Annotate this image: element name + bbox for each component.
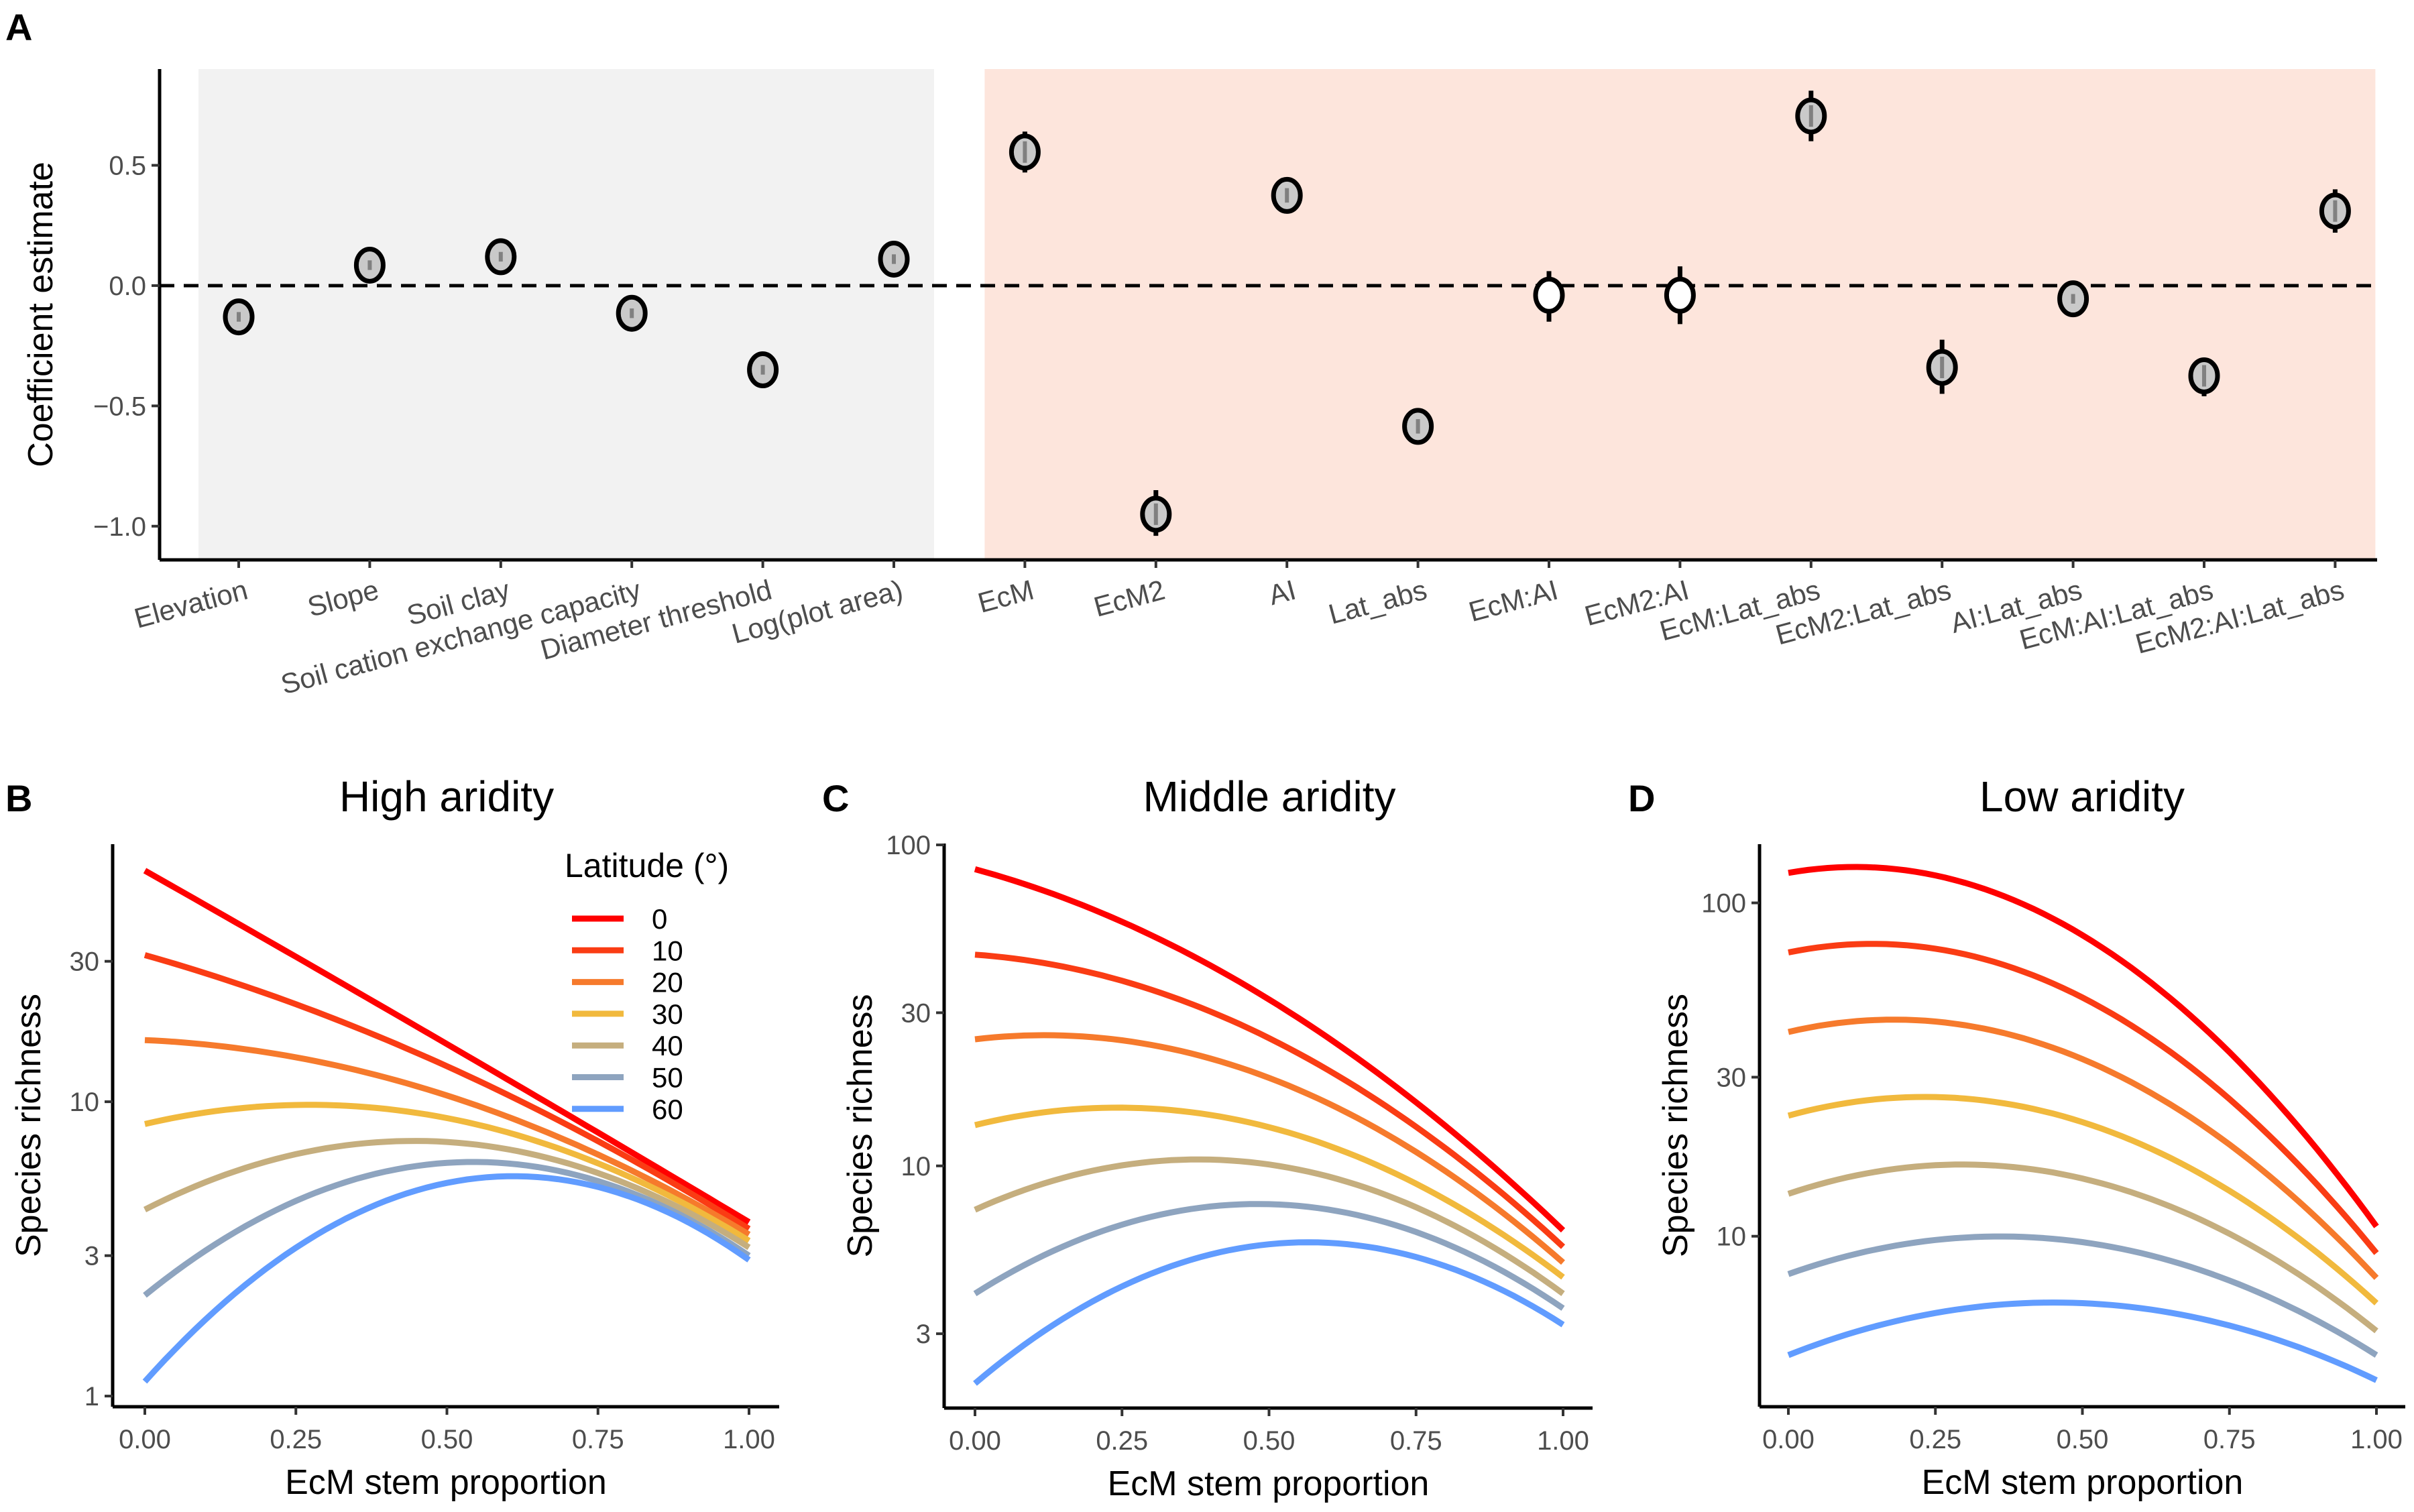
x-tick-label: 0.75 bbox=[1390, 1426, 1442, 1456]
panel-title: Middle aridity bbox=[1143, 772, 1395, 821]
y-axis-title: Coefficient estimate bbox=[21, 162, 60, 467]
point-ecm-ai bbox=[1533, 276, 1565, 314]
panel-d-low-aridity: Low aridity 10 30 100 0.00 0.25 0.50 0.75 1.00 Ec… bbox=[1656, 772, 2405, 1502]
y-tick-label: 3 bbox=[916, 1320, 931, 1349]
x-tick-label: 1.00 bbox=[1537, 1426, 1589, 1456]
y-tick-label: −1.0 bbox=[93, 512, 146, 542]
y-axis-title: Species richness bbox=[1656, 994, 1695, 1257]
x-tick-label-lat-abs: Lat_abs bbox=[1325, 574, 1430, 630]
panel-letter-b: B bbox=[5, 777, 32, 819]
curve-latitude-10 bbox=[1788, 941, 2379, 1255]
curve-latitude-60 bbox=[142, 1173, 751, 1384]
y-tick-label: 30 bbox=[70, 947, 100, 977]
x-tick-label: 1.00 bbox=[723, 1425, 775, 1454]
curve-latitude-40 bbox=[143, 1138, 751, 1251]
curve-latitude-50 bbox=[1787, 1233, 2378, 1358]
y-tick-label: −0.5 bbox=[93, 392, 146, 421]
group-background-1 bbox=[198, 69, 934, 560]
x-tick-label: 1.00 bbox=[2350, 1425, 2403, 1454]
y-tick-label: 10 bbox=[70, 1088, 100, 1117]
legend-label-40: 40 bbox=[652, 1030, 683, 1061]
x-axis-title: EcM stem proportion bbox=[1922, 1463, 2244, 1502]
curve-latitude-60 bbox=[973, 1239, 1565, 1386]
x-tick-label: 0.75 bbox=[2203, 1425, 2256, 1454]
panel-letter-d: D bbox=[1628, 777, 1655, 819]
legend-label-0: 0 bbox=[652, 903, 667, 935]
curve-latitude-30 bbox=[144, 1102, 751, 1244]
y-axis-title: Species richness bbox=[841, 994, 880, 1257]
curve-latitude-20 bbox=[974, 1032, 1565, 1265]
curve-latitude-30 bbox=[1787, 1094, 2379, 1305]
y-tick-label: 10 bbox=[1717, 1222, 1747, 1252]
y-tick-label: 30 bbox=[1717, 1063, 1747, 1093]
curve-latitude-0 bbox=[974, 866, 1566, 1233]
curve-latitude-30 bbox=[974, 1104, 1565, 1280]
y-tick-label: 10 bbox=[901, 1152, 931, 1181]
curve-latitude-60 bbox=[1787, 1299, 2378, 1383]
x-tick-label-ai: AI bbox=[1265, 574, 1299, 612]
x-tick-label-ecm2: EcM2 bbox=[1090, 574, 1168, 623]
x-tick-label: 0.00 bbox=[119, 1425, 171, 1454]
legend-label-30: 30 bbox=[652, 998, 683, 1030]
x-tick-label-ecm-ai: EcM:AI bbox=[1465, 574, 1561, 628]
x-tick-label-ecm: EcM bbox=[974, 574, 1037, 619]
legend-title: Latitude (°) bbox=[565, 847, 729, 884]
curve-latitude-20 bbox=[1788, 1016, 2379, 1280]
y-axis-title: Species richness bbox=[9, 994, 48, 1257]
y-tick-label: 30 bbox=[901, 998, 931, 1028]
x-tick-label: 0.75 bbox=[572, 1425, 624, 1454]
x-tick-label: 0.00 bbox=[949, 1426, 1001, 1456]
x-tick-label: 0.25 bbox=[1096, 1426, 1148, 1456]
y-tick-label: 100 bbox=[886, 831, 931, 860]
panel-title: Low aridity bbox=[1979, 772, 2185, 821]
y-tick-label: 3 bbox=[84, 1242, 99, 1271]
curve-latitude-20 bbox=[144, 1037, 751, 1237]
x-tick-label: 0.50 bbox=[2057, 1425, 2109, 1454]
legend-label-20: 20 bbox=[652, 967, 683, 998]
x-tick-label-elevation: Elevation bbox=[131, 574, 251, 634]
point-ecm2-ai bbox=[1664, 276, 1696, 314]
x-axis-title: EcM stem proportion bbox=[285, 1463, 607, 1502]
panel-title: High aridity bbox=[339, 772, 554, 821]
y-tick-label: 100 bbox=[1701, 889, 1746, 919]
curve-latitude-40 bbox=[974, 1156, 1565, 1296]
legend-label-10: 10 bbox=[652, 935, 683, 966]
curve-latitude-50 bbox=[973, 1201, 1565, 1311]
x-tick-label: 0.50 bbox=[421, 1425, 473, 1454]
curve-latitude-40 bbox=[1787, 1161, 2378, 1334]
curve-latitude-10 bbox=[974, 951, 1566, 1249]
y-tick-label: 1 bbox=[84, 1382, 99, 1411]
x-tick-label: 0.00 bbox=[1762, 1425, 1815, 1454]
y-tick-label: 0.0 bbox=[109, 272, 146, 301]
curve-latitude-10 bbox=[143, 952, 751, 1232]
x-tick-label: 0.50 bbox=[1243, 1426, 1296, 1456]
x-axis-title: EcM stem proportion bbox=[1108, 1464, 1430, 1503]
legend-label-60: 60 bbox=[652, 1094, 683, 1125]
y-tick-label: 0.5 bbox=[109, 152, 146, 181]
x-tick-label: 0.25 bbox=[1909, 1425, 1961, 1454]
curve-latitude-0 bbox=[143, 868, 751, 1225]
curve-latitude-0 bbox=[1788, 864, 2379, 1228]
x-tick-label-slope: Slope bbox=[304, 574, 382, 623]
panel-letter-a: A bbox=[5, 6, 32, 48]
panel-a-coefficient-plot: 0.5 0.0 −0.5 −1.0 Coefficient estimate Elevat… bbox=[21, 69, 2377, 700]
panel-b-high-aridity: High aridity 1 3 10 30 0.00 0.25 0.50 0.75 1.00 Ec… bbox=[9, 772, 779, 1502]
x-tick-label: 0.25 bbox=[270, 1425, 322, 1454]
curve-latitude-50 bbox=[143, 1159, 751, 1298]
panel-letter-c: C bbox=[822, 777, 849, 819]
panel-c-middle-aridity: Middle aridity 3 10 30 100 0.00 0.25 0.50 0.75 1.… bbox=[841, 772, 1593, 1503]
legend-label-50: 50 bbox=[652, 1062, 683, 1094]
